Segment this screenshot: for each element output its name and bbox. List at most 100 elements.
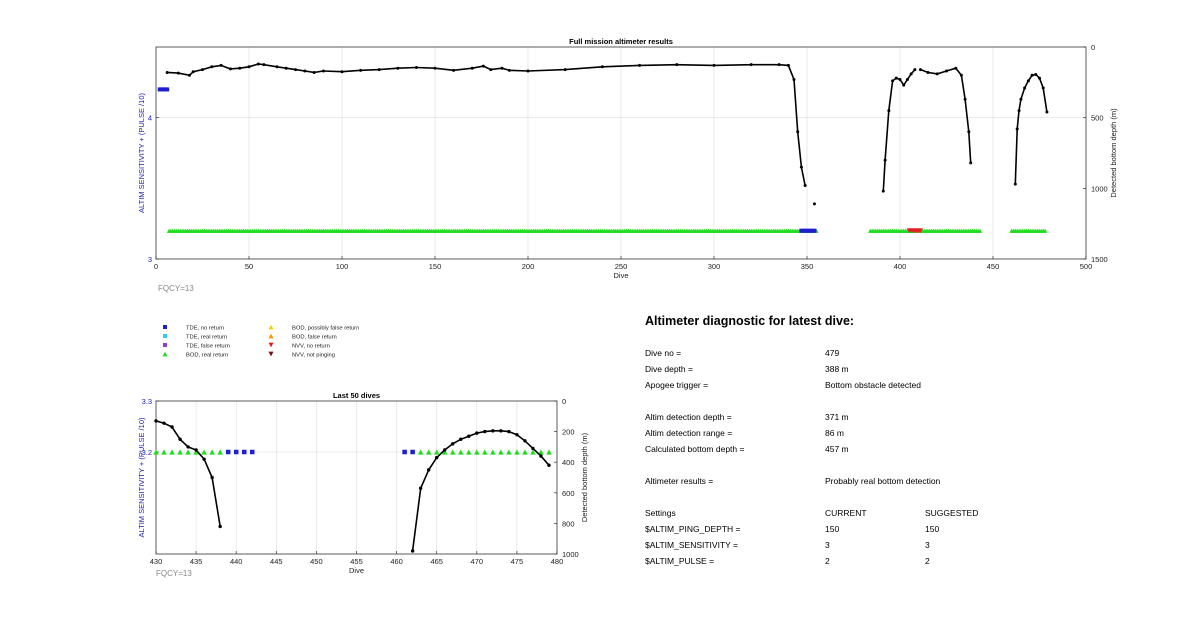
x-tick-label: 400: [894, 262, 907, 271]
bottom-depth-line: [167, 63, 806, 186]
bottom-depth-point: [170, 425, 174, 429]
x-tick-label: 150: [429, 262, 442, 271]
diagnostic-value: Bottom obstacle detected: [825, 380, 921, 390]
bottom-depth-point: [523, 439, 527, 443]
y-right-tick-label: 1000: [562, 550, 579, 559]
bottom-depth-point: [483, 429, 487, 434]
bottom-depth-point: [799, 165, 803, 169]
setting-current: 3: [825, 540, 830, 550]
bod-real-return-marker: [193, 449, 199, 455]
bottom-depth-point: [275, 65, 279, 69]
bottom-depth-point: [1030, 73, 1034, 77]
diagnostic-value: 371 m: [825, 412, 849, 422]
legend-triangle-down-icon: [268, 351, 274, 357]
bottom-depth-point: [894, 76, 898, 80]
x-tick-label: 350: [801, 262, 814, 271]
y-left-axis-label: ALTIM SENSITIVITY + (PULSE /10): [137, 417, 146, 537]
x-tick-label: 200: [522, 262, 535, 271]
y-right-tick-label: 1000: [1091, 184, 1108, 193]
x-tick-label: 440: [230, 557, 243, 566]
bottom-depth-point: [410, 549, 415, 553]
x-tick-label: 435: [190, 557, 203, 566]
bod-real-return-marker: [530, 449, 536, 455]
bod-real-return-marker: [458, 449, 464, 455]
bottom-depth-point: [176, 71, 180, 75]
x-tick-label: 465: [430, 557, 443, 566]
diagnostic-row: Altim detection range = 86 m: [645, 428, 1185, 442]
bod-real-return-marker: [217, 449, 223, 455]
bod-real-return-marker: [466, 449, 472, 455]
bod-real-return-marker: [1042, 228, 1048, 233]
bottom-depth-point: [481, 64, 485, 68]
bod-real-return-marker: [433, 449, 440, 455]
tde-no-return-marker: [233, 449, 239, 455]
x-axis-label: Dive: [349, 566, 364, 575]
settings-row: $ALTIM_SENSITIVITY = 3 3: [645, 540, 1185, 554]
bottom-depth-point: [499, 429, 503, 433]
bottom-depth-point: [451, 442, 455, 446]
bottom-depth-point: [1026, 79, 1030, 83]
nvv-no-return-marker: [917, 228, 923, 234]
bottom-depth-point: [918, 68, 922, 72]
x-tick-label: 450: [987, 262, 1000, 271]
tde-no-return-marker: [241, 449, 247, 455]
legend-square-icon: [163, 343, 167, 347]
y-left-axis-label: ALTIM SENSITIVITY + (PULSE /10): [137, 93, 146, 213]
bottom-depth-point: [969, 161, 973, 165]
bottom-depth-point: [1041, 86, 1045, 90]
bottom-depth-line: [1014, 73, 1048, 185]
diagnostic-row: Calculated bottom depth = 457 m: [645, 444, 1185, 458]
settings-header-label: Settings: [645, 508, 676, 518]
legend: TDE, no return TDE, real return TDE, false…: [162, 324, 359, 359]
legend-label: NVV, no return: [292, 344, 330, 350]
x-tick-label: 475: [511, 557, 524, 566]
bottom-depth-line: [882, 69, 916, 192]
diagnostic-value: Probably real bottom detection: [825, 476, 941, 486]
diagnostic-title: Altimeter diagnostic for latest dive:: [645, 314, 855, 328]
settings-header-current: CURRENT: [825, 508, 867, 518]
bottom-depth-point: [796, 130, 800, 134]
bottom-depth-point: [452, 68, 456, 72]
legend-label: BOD, real return: [186, 353, 228, 359]
tde-no-return-marker: [812, 228, 817, 233]
diagnostic-row: Dive depth = 388 m: [645, 364, 1185, 378]
diagnostic-row: Altim detection depth = 371 m: [645, 412, 1185, 426]
setting-suggested: 2: [925, 556, 930, 566]
bottom-depth-point: [377, 68, 381, 72]
setting-label: $ALTIM_PULSE =: [645, 556, 715, 566]
bottom-depth-point: [262, 63, 266, 67]
diagnostic-value: 457 m: [825, 444, 849, 454]
bottom-depth-point: [219, 63, 223, 67]
bod-real-return-marker: [522, 449, 528, 455]
bottom-depth-point: [426, 468, 431, 472]
bottom-depth-point: [414, 65, 418, 69]
y-left-tick-label: 3: [148, 255, 152, 264]
bod-real-return-marker: [977, 228, 983, 233]
bottom-depth-point: [547, 463, 551, 467]
bottom-depth-point: [786, 63, 790, 67]
bottom-depth-point: [891, 79, 895, 83]
tde-no-return-marker: [225, 449, 231, 455]
bottom-depth-point: [178, 437, 182, 441]
y-right-tick-label: 0: [1091, 43, 1095, 52]
bottom-depth-point: [531, 446, 535, 451]
tde-no-return-marker: [249, 449, 255, 455]
bottom-depth-point: [515, 432, 519, 437]
bottom-depth-point: [256, 62, 260, 66]
y-right-tick-label: 1500: [1091, 255, 1108, 264]
bod-real-return-marker: [177, 449, 183, 455]
y-right-tick-label: 800: [562, 519, 575, 528]
diagnostic-label: Altimeter results =: [645, 476, 714, 486]
bottom-depth-point: [749, 63, 753, 67]
bottom-depth-point: [507, 68, 511, 72]
bottom-depth-point: [228, 67, 232, 71]
setting-label: $ALTIM_PING_DEPTH =: [645, 524, 741, 534]
legend-triangle-up-icon: [268, 333, 274, 339]
bottom-depth-point: [1023, 86, 1027, 90]
bod-real-return-marker: [209, 449, 215, 455]
diagnostic-row: Dive no = 479: [645, 348, 1185, 362]
y-right-tick-label: 0: [562, 397, 566, 406]
legend-triangle-down-icon: [268, 342, 274, 348]
bottom-depth-point: [967, 130, 971, 134]
bottom-depth-point: [887, 109, 891, 113]
